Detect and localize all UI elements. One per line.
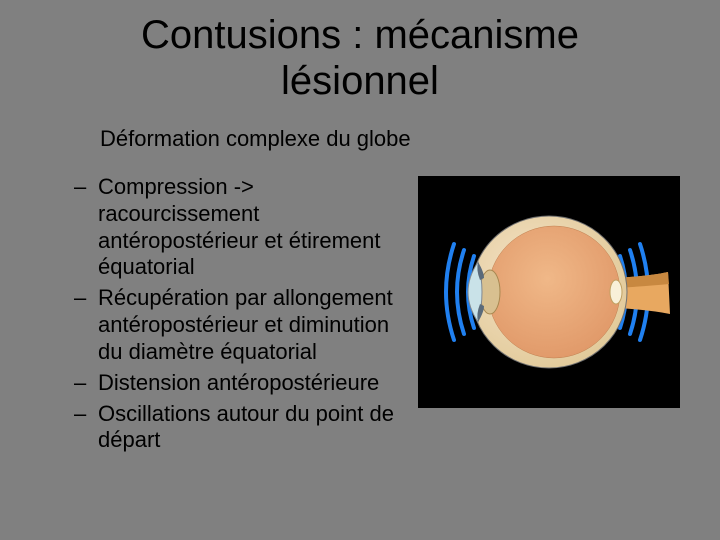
eye-diagram [418, 176, 680, 408]
slide-subtitle: Déformation complexe du globe [100, 126, 680, 152]
vitreous-icon [488, 226, 620, 358]
bullet-item: Oscillations autour du point de départ [74, 401, 410, 455]
optic-disc-icon [610, 280, 622, 304]
slide: Contusions : mécanisme lésionnel Déforma… [0, 0, 720, 540]
eye-svg [418, 176, 680, 408]
content-row: Compression -> racourcissement antéropos… [40, 174, 680, 458]
bullet-item: Distension antéropostérieure [74, 370, 410, 397]
bullet-item: Compression -> racourcissement antéropos… [74, 174, 410, 281]
slide-title: Contusions : mécanisme lésionnel [40, 12, 680, 104]
bullet-item: Récupération par allongement antéroposté… [74, 285, 410, 365]
bullet-list: Compression -> racourcissement antéropos… [40, 174, 410, 458]
